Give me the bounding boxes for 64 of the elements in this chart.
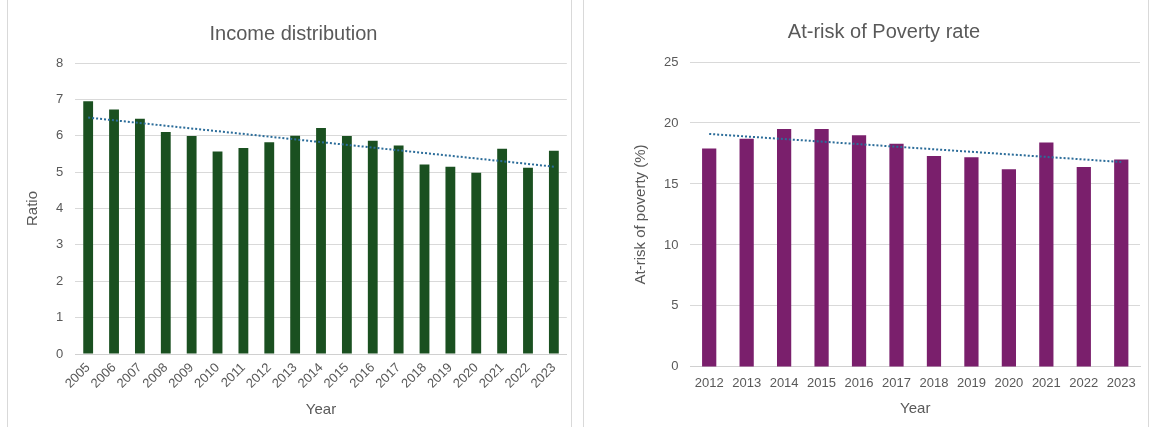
bar (445, 166, 456, 354)
bar (186, 136, 197, 354)
bar (290, 135, 301, 354)
y-tick-label: 7 (56, 90, 64, 106)
y-tick-label: 6 (56, 127, 64, 143)
bar (212, 151, 223, 354)
y-tick-label: 5 (56, 163, 64, 179)
y-tick-label: 3 (56, 236, 64, 252)
bar (926, 155, 942, 367)
y-tick-label: 10 (663, 236, 679, 252)
bar (160, 132, 171, 354)
bar (548, 150, 559, 354)
bar (341, 136, 352, 354)
x-tick-label: 2021 (1031, 375, 1061, 391)
y-tick-label: 2 (56, 272, 64, 288)
bar (83, 101, 94, 354)
bar (367, 140, 378, 354)
y-tick-label: 8 (56, 54, 64, 70)
x-tick-label: 2016 (844, 375, 874, 391)
bar (777, 129, 792, 367)
x-tick-label: 2018 (919, 375, 949, 391)
bar (497, 148, 508, 354)
bar (814, 129, 829, 367)
x-tick-label: 2017 (882, 375, 911, 391)
y-tick-label: 5 (671, 297, 679, 313)
bar (471, 172, 482, 354)
bar (523, 167, 533, 354)
y-tick-label: 0 (671, 358, 679, 374)
bar (1114, 159, 1129, 367)
bar (851, 135, 867, 367)
bar (1076, 166, 1091, 367)
x-tick-label: 2019 (956, 375, 986, 391)
y-axis-title: At-risk of poverty (%) (631, 144, 649, 285)
y-tick-label: 0 (56, 345, 64, 361)
x-tick-label: 2015 (807, 375, 837, 391)
x-tick-label: 2013 (732, 375, 762, 391)
bar (238, 148, 249, 354)
bar (109, 109, 119, 354)
bar (739, 138, 754, 367)
x-tick-label: 2014 (769, 375, 799, 391)
x-tick-label: 2012 (694, 375, 724, 391)
x-tick-label: 2020 (994, 375, 1024, 391)
bar (1001, 169, 1016, 367)
y-axis-title: Ratio (23, 190, 41, 227)
bar (889, 143, 904, 367)
bar (393, 145, 404, 354)
y-tick-label: 15 (663, 175, 679, 191)
x-tick-label: 2023 (1106, 375, 1136, 391)
y-tick-label: 4 (56, 200, 64, 216)
bar (264, 142, 275, 354)
x-axis-title: Year (900, 398, 931, 416)
chart-title: Income distribution (209, 21, 378, 44)
bar (702, 148, 717, 367)
x-tick-label: 2022 (1069, 375, 1099, 391)
y-tick-label: 20 (663, 114, 679, 130)
bar (419, 164, 430, 354)
bar (135, 118, 145, 354)
chart-title: At-risk of Poverty rate (787, 19, 981, 42)
bar (964, 157, 979, 367)
y-tick-label: 25 (663, 53, 679, 69)
x-axis-title: Year (305, 399, 337, 417)
bar (316, 128, 326, 354)
bar (1039, 142, 1054, 367)
y-tick-label: 1 (56, 309, 64, 325)
